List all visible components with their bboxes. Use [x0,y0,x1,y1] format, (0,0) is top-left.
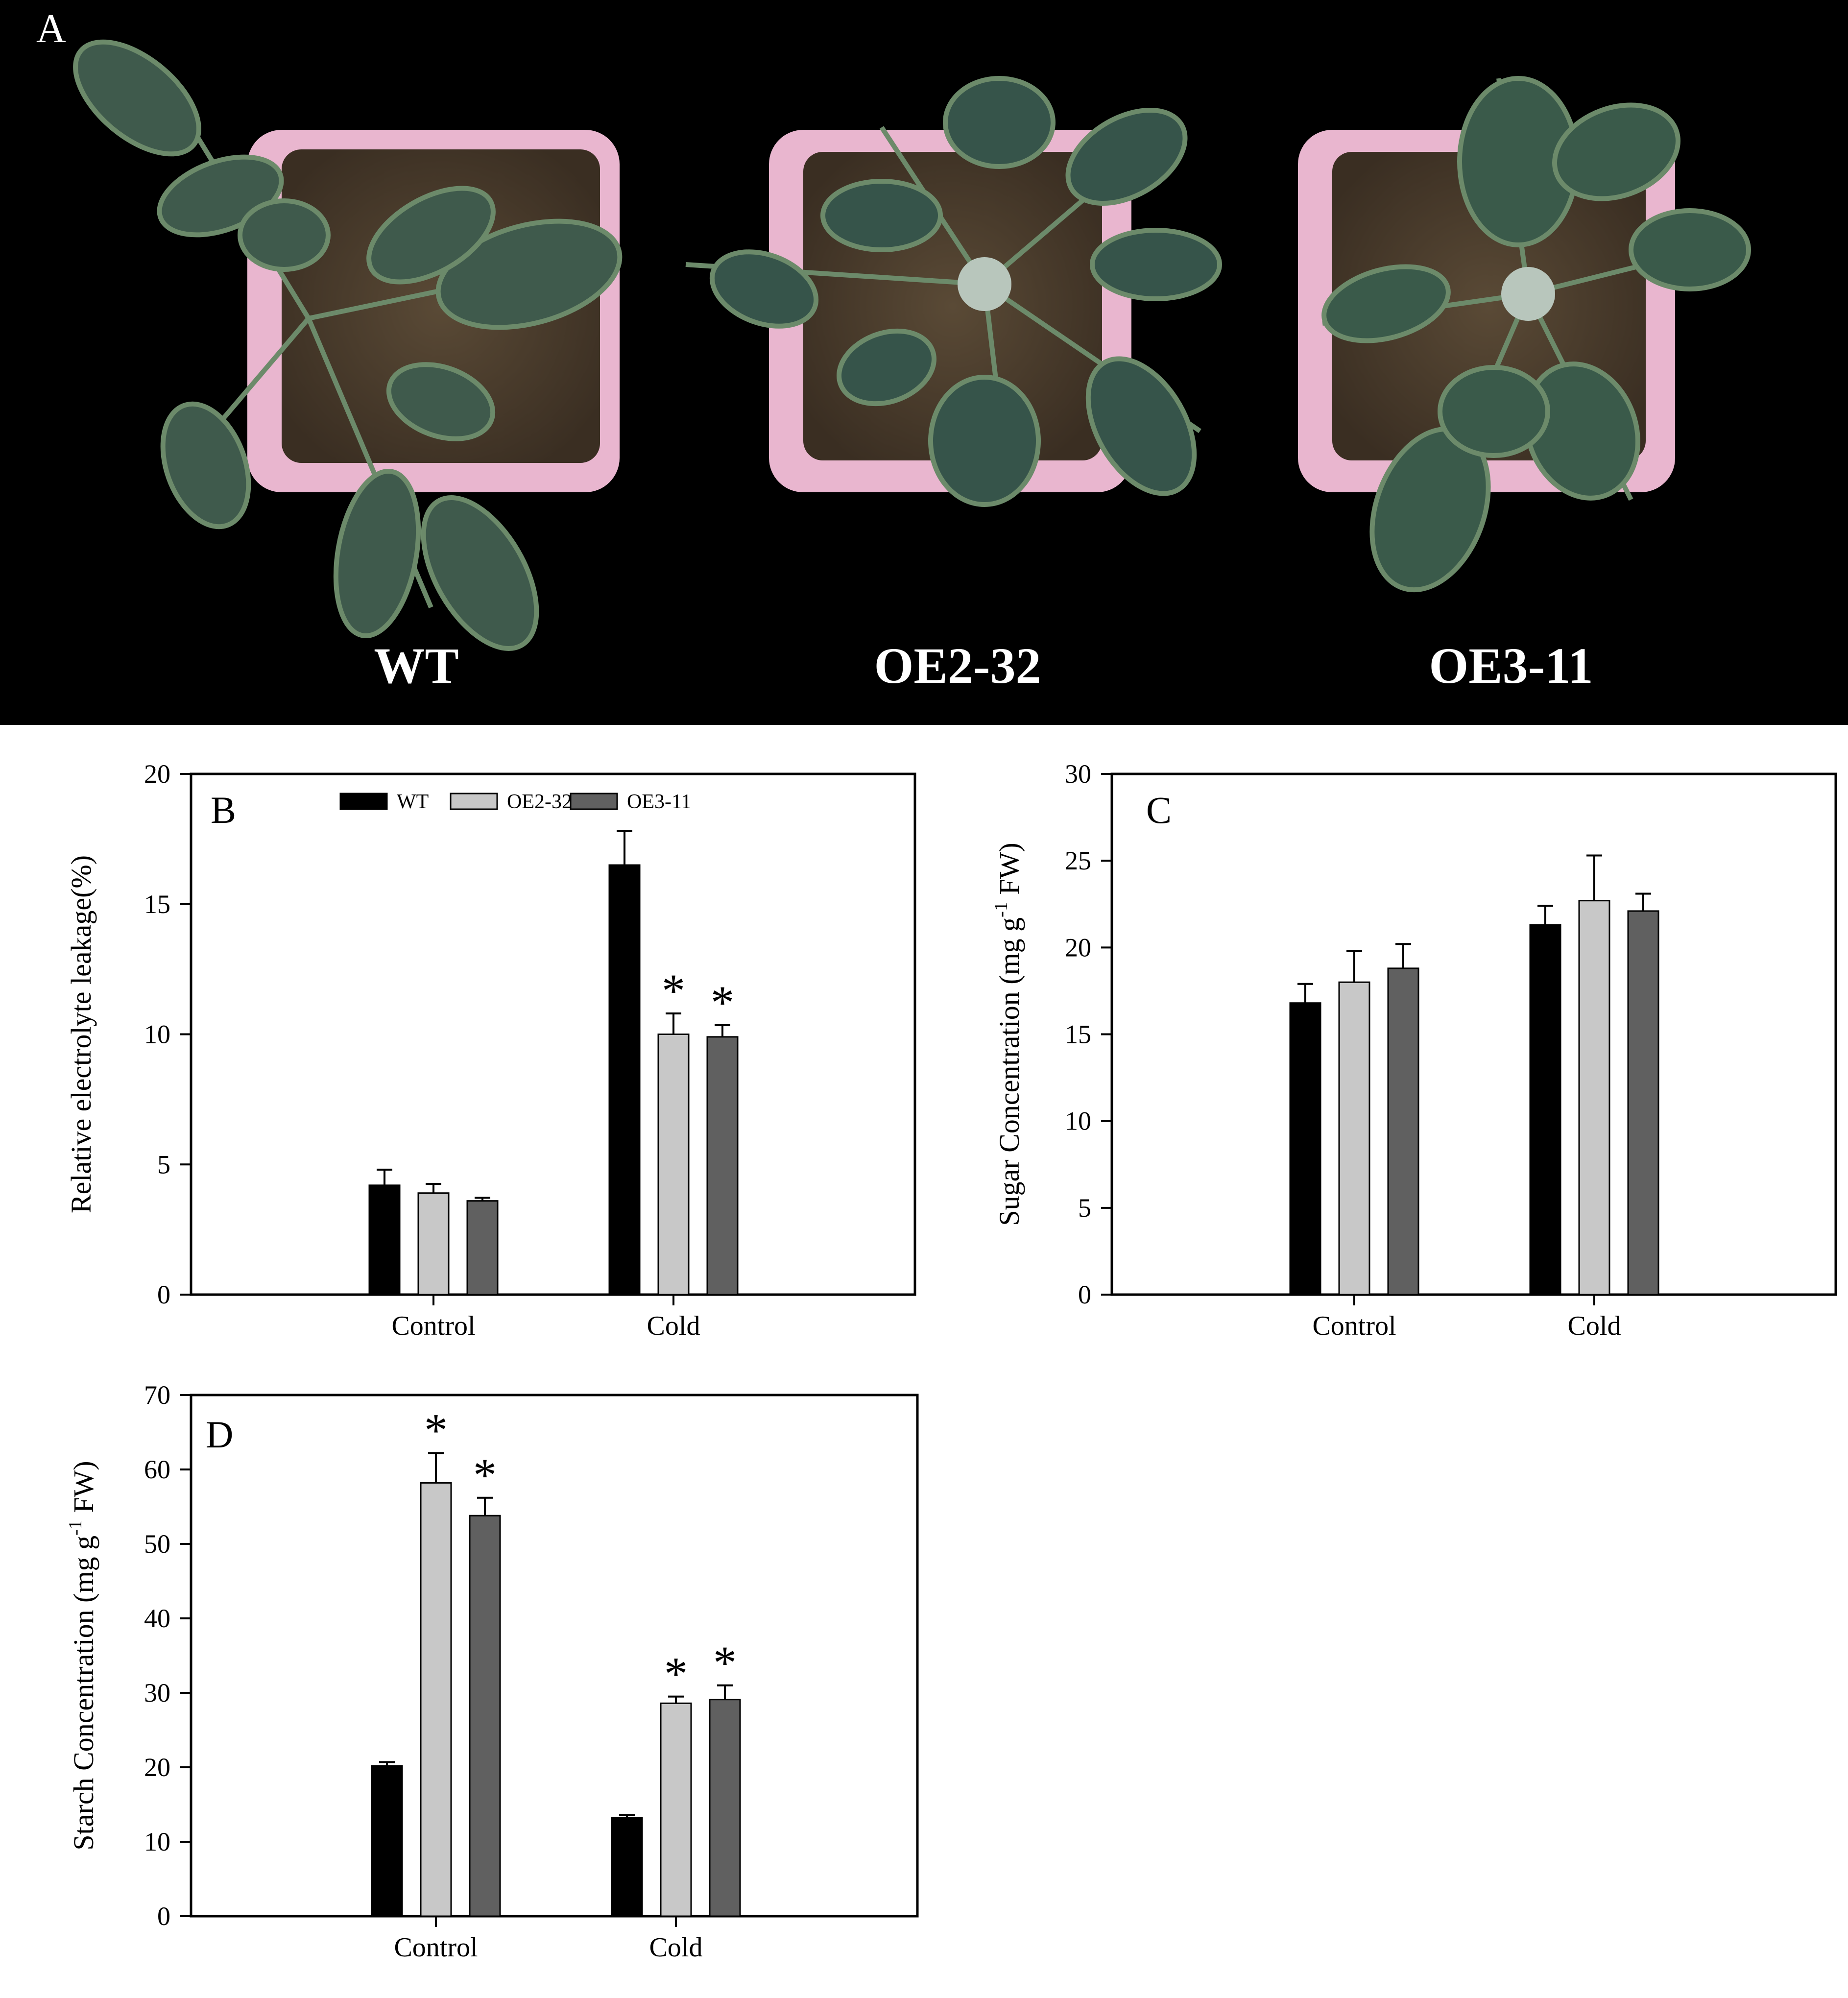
y-tick-label: 70 [144,1380,170,1410]
y-tick-label: 15 [1065,1020,1091,1049]
bar-oe2-32-control [417,1192,450,1296]
y-tick-label: 5 [1078,1193,1091,1223]
y-axis-label-superscript: -1 [991,902,1011,917]
y-tick-label: 30 [144,1678,170,1708]
chart-b: 0 5 10 15 20 Control Cold * * B Relative electroly… [65,759,916,1341]
plant-oe3-11 [1321,76,1751,593]
significance-mark: * [711,976,734,1029]
y-tick-label: 30 [1065,759,1091,789]
x-tick-label: Cold [647,1311,700,1341]
bar-oe3-11-control [466,1200,499,1296]
y-axis-label-main: Sugar Concentration (mg g [993,917,1025,1226]
x-tick-label: Cold [649,1932,703,1963]
y-axis-label-tail: FW) [68,1461,99,1520]
y-axis-label: Relative electrolyte leakage(%) [65,855,97,1213]
y-tick-label: 10 [144,1020,170,1049]
bar-wt-cold [608,864,641,1296]
plant-wt [73,39,623,651]
y-tick-label: 25 [1065,846,1091,875]
photo-label-oe3-11: OE3-11 [1429,638,1593,694]
plot-frame [1110,772,1837,1296]
bar-oe2-32-control [420,1482,452,1917]
photo-label-oe2-32: OE2-32 [874,638,1041,694]
bar-oe2-32-cold [1578,900,1610,1296]
legend-label-oe2-32: OE2-32 [507,791,572,813]
bar-oe2-32-cold [660,1702,692,1917]
significance-mark: * [424,1404,448,1457]
y-axis-label-superscript: -1 [65,1520,86,1536]
bar-oe2-32-control [1338,981,1370,1296]
panel-label-c: C [1146,789,1172,831]
y-tick-label: 0 [157,1902,170,1931]
x-tick-label: Cold [1568,1311,1621,1341]
panel-label-a: A [36,6,66,51]
x-tick-label: Control [1312,1311,1396,1341]
chart-d: 0 10 20 30 40 50 60 70 Control Cold * * * * D Starch Co… [65,1380,919,1963]
bar-oe3-11-cold [1627,910,1659,1296]
y-tick-label: 40 [144,1604,170,1633]
y-tick-label: 10 [1065,1107,1091,1136]
bar-wt-control [1289,1002,1321,1296]
y-tick-label: 0 [157,1280,170,1309]
y-axis-label-main: Starch Concentration (mg g [68,1536,99,1851]
photo-panel: A WT OE2-32 OE3-11 [0,0,1848,725]
legend-swatch-oe2-32 [450,793,498,810]
legend-swatch-oe3-11 [570,793,618,810]
y-tick-label: 20 [1065,933,1091,962]
y-axis-label-tail: FW) [993,843,1025,902]
y-axis-label: Sugar Concentration (mg g-1 FW) [991,843,1025,1226]
bar-oe3-11-control [1387,967,1419,1296]
y-tick-label: 50 [144,1529,170,1559]
legend-label-oe3-11: OE3-11 [627,791,691,813]
bar-oe2-32-cold [657,1034,690,1296]
bar-wt-cold [1529,924,1561,1296]
plot-frame [190,1394,919,1918]
significance-mark: * [664,1648,688,1700]
x-tick-label: Control [391,1311,475,1341]
panel-label-b: B [211,789,236,831]
y-tick-label: 15 [144,890,170,919]
y-tick-label: 0 [1078,1280,1091,1309]
y-axis-label: Starch Concentration (mg g-1 FW) [65,1461,99,1850]
bar-wt-control [368,1184,401,1296]
y-tick-label: 20 [144,1753,170,1782]
bar-wt-cold [611,1817,643,1917]
y-axis-label-main: Relative electrolyte leakage(%) [65,855,97,1213]
chart-c: 0 5 10 15 20 25 30 Control Cold C Sugar Concentrat… [991,759,1837,1341]
significance-mark: * [473,1449,497,1501]
plant-oe2-32 [685,76,1222,507]
x-tick-label: Control [394,1932,478,1963]
bar-wt-control [371,1765,403,1917]
bar-oe3-11-control [469,1515,501,1917]
y-tick-label: 20 [144,759,170,789]
significance-mark: * [713,1637,737,1689]
bar-oe3-11-cold [709,1699,741,1917]
plant-photo [73,39,1751,651]
photo-label-wt: WT [374,638,459,694]
panel-label-d: D [206,1413,233,1456]
legend-label-wt: WT [397,791,429,813]
y-tick-label: 10 [144,1827,170,1856]
plot-frame [190,772,916,1296]
y-tick-label: 5 [157,1150,170,1179]
bar-oe3-11-cold [706,1036,739,1296]
significance-mark: * [662,964,685,1017]
y-tick-label: 60 [144,1455,170,1484]
legend-swatch-wt [339,793,388,810]
